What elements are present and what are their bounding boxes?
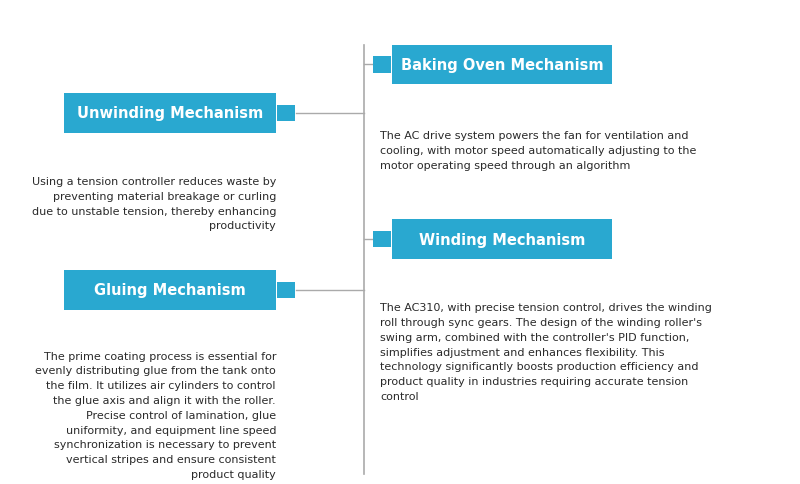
Text: Unwinding Mechanism: Unwinding Mechanism: [77, 106, 263, 121]
Text: Winding Mechanism: Winding Mechanism: [419, 232, 585, 247]
FancyBboxPatch shape: [64, 94, 276, 134]
FancyBboxPatch shape: [392, 220, 612, 259]
FancyBboxPatch shape: [278, 106, 294, 122]
FancyBboxPatch shape: [392, 45, 612, 85]
Text: The AC310, with precise tension control, drives the winding
roll through sync ge: The AC310, with precise tension control,…: [380, 302, 712, 401]
Text: Baking Oven Mechanism: Baking Oven Mechanism: [401, 58, 603, 73]
Text: Using a tension controller reduces waste by
preventing material breakage or curl: Using a tension controller reduces waste…: [31, 177, 276, 231]
Text: The AC drive system powers the fan for ventilation and
cooling, with motor speed: The AC drive system powers the fan for v…: [380, 131, 696, 170]
Text: The prime coating process is essential for
evenly distributing glue from the tan: The prime coating process is essential f…: [35, 351, 276, 479]
FancyBboxPatch shape: [278, 282, 294, 299]
FancyBboxPatch shape: [374, 231, 390, 248]
Text: Gluing Mechanism: Gluing Mechanism: [94, 283, 246, 298]
FancyBboxPatch shape: [374, 57, 390, 74]
FancyBboxPatch shape: [64, 271, 276, 310]
